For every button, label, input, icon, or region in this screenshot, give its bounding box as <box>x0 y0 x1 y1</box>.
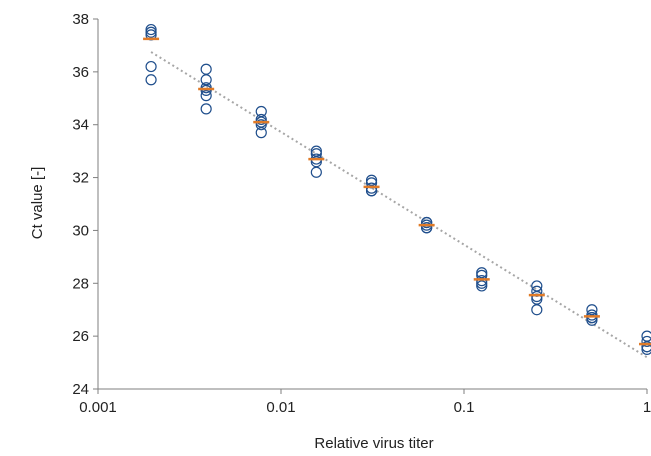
trendline <box>150 51 648 359</box>
points-layer <box>145 23 651 355</box>
data-point <box>421 222 433 234</box>
ticks: 24 26 28 30 32 34 36 38 0.001 0.01 0.1 1 <box>72 11 651 416</box>
data-point <box>200 82 212 94</box>
x-tick-label: 0.1 <box>454 399 475 416</box>
axes <box>97 19 647 390</box>
trendline-layer <box>150 51 648 359</box>
data-point <box>145 26 157 38</box>
data-point <box>310 166 322 178</box>
data-point <box>641 341 651 353</box>
data-point <box>641 335 651 348</box>
data-point <box>531 290 543 303</box>
data-point <box>145 74 157 86</box>
data-point <box>200 84 212 96</box>
data-point <box>365 182 378 194</box>
data-point <box>421 216 433 229</box>
x-tick-label: 0.01 <box>266 399 295 416</box>
data-point <box>200 63 212 75</box>
data-point <box>586 309 598 321</box>
data-point <box>200 90 212 102</box>
data-point <box>255 119 267 131</box>
data-point <box>255 113 267 126</box>
y-tick-label: 36 <box>72 64 89 81</box>
x-tick-label: 1 <box>643 399 651 416</box>
x-tick-label: 0.001 <box>79 399 117 416</box>
y-tick-label: 24 <box>72 381 89 398</box>
data-point <box>476 275 488 287</box>
y-tick-label: 32 <box>72 170 89 187</box>
data-point <box>476 280 488 292</box>
y-tick-label: 26 <box>72 328 89 345</box>
data-point <box>586 312 598 324</box>
data-point <box>531 304 543 316</box>
data-point <box>255 127 267 139</box>
data-point <box>145 23 157 36</box>
y-tick-label: 30 <box>72 222 89 239</box>
y-tick-label: 28 <box>72 275 89 292</box>
means-layer <box>143 37 651 346</box>
y-tick-label: 38 <box>72 11 89 28</box>
y-tick-label: 34 <box>72 117 89 134</box>
y-axis-title: Ct value [-] <box>29 167 46 240</box>
x-axis-title: Relative virus titer <box>314 435 433 452</box>
data-point <box>145 60 157 73</box>
data-point <box>200 103 212 115</box>
